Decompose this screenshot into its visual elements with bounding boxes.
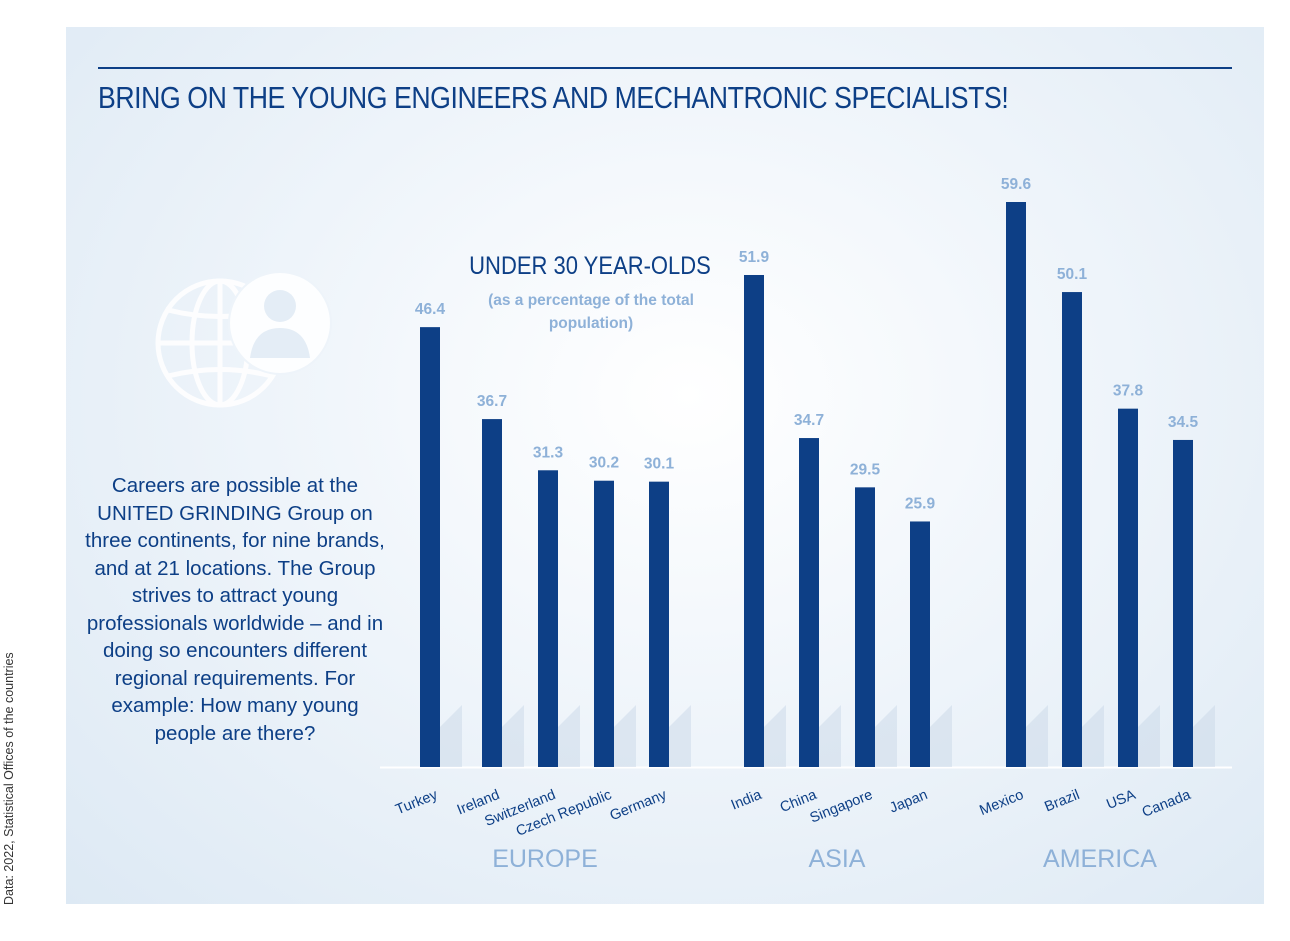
bar: [910, 521, 930, 767]
bar-shadow: [669, 705, 691, 767]
bar-shadow: [875, 705, 897, 767]
group-label: AMERICA: [1043, 845, 1157, 873]
value-label: 29.5: [850, 461, 881, 478]
bar: [482, 419, 502, 767]
bar: [744, 274, 764, 767]
page-title: BRING ON THE YOUNG ENGINEERS AND MECHANT…: [98, 80, 1009, 115]
bar: [420, 327, 440, 767]
bar-shadow: [440, 705, 462, 767]
value-label: 50.1: [1057, 266, 1088, 283]
bar: [1173, 439, 1193, 767]
category-label: USA: [1104, 787, 1138, 813]
bar: [1006, 202, 1026, 767]
category-label: Canada: [1140, 787, 1194, 821]
bar-shadow: [1082, 705, 1104, 767]
bar-shadow: [558, 705, 580, 767]
category-label: Germany: [608, 787, 670, 824]
category-label: Japan: [887, 787, 930, 817]
chart-subtitle: (as a percentage of the total population…: [488, 292, 694, 332]
chart-title: UNDER 30 YEAR-OLDS: [469, 252, 711, 280]
top-rule: [98, 67, 1232, 69]
value-label: 34.5: [1168, 414, 1199, 431]
value-label: 46.4: [415, 301, 446, 318]
value-label: 30.1: [644, 456, 675, 473]
intro-text: Careers are possible at the UNITED GRIND…: [85, 474, 385, 745]
bar: [649, 481, 669, 767]
value-label: 51.9: [739, 249, 770, 266]
bar-shadow: [502, 705, 524, 767]
value-label: 25.9: [905, 495, 936, 512]
value-label: 36.7: [477, 393, 507, 410]
bar: [594, 480, 614, 767]
bar: [1062, 292, 1082, 767]
bar-shadow: [930, 705, 952, 767]
category-label: Turkey: [393, 787, 440, 819]
bar-shadow: [1138, 705, 1160, 767]
category-label: India: [729, 787, 765, 814]
category-label: Brazil: [1042, 787, 1082, 815]
bar-shadow: [614, 705, 636, 767]
bar: [799, 438, 819, 767]
bar-shadow: [764, 705, 786, 767]
category-label: Singapore: [808, 787, 875, 827]
bar-shadow: [1026, 705, 1048, 767]
category-label: Mexico: [977, 787, 1026, 819]
bar: [1118, 408, 1138, 767]
value-label: 31.3: [533, 444, 564, 461]
bar-shadow: [1193, 705, 1215, 767]
value-label: 37.8: [1113, 383, 1144, 400]
group-label: EUROPE: [492, 845, 598, 873]
value-label: 59.6: [1001, 176, 1032, 193]
value-label: 34.7: [794, 412, 824, 429]
bar-shadow: [819, 705, 841, 767]
value-label: 30.2: [589, 455, 619, 472]
bar: [538, 470, 558, 767]
bar: [855, 487, 875, 767]
group-label: ASIA: [809, 845, 866, 873]
globe-person-icon: [150, 268, 340, 423]
